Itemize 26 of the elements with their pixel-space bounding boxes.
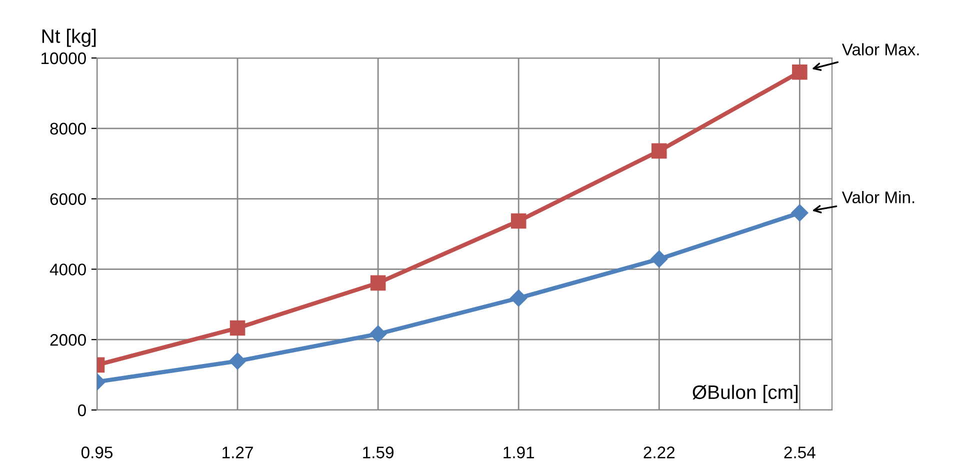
annotation: Valor Max. (842, 43, 919, 56)
y-tick-label: 10000 (42, 52, 86, 64)
point (370, 275, 386, 291)
point (510, 213, 526, 229)
y-tick-label: 2000 (50, 334, 86, 346)
y-tick-label: 8000 (50, 122, 86, 135)
x-tick-label: 1.27 (222, 446, 253, 458)
point (791, 204, 808, 222)
y-axis-title: Nt [kg] (42, 28, 96, 47)
x-tick-label: 1.59 (363, 446, 394, 458)
x-tick-label: 2.22 (644, 446, 675, 458)
x-axis-title: ØBulon [cm] (692, 384, 798, 403)
annotation: Valor Min. (842, 191, 914, 204)
y-tick-label: 4000 (50, 264, 86, 276)
point (510, 290, 528, 307)
point (370, 325, 387, 343)
point (652, 143, 667, 159)
x-tick-label: 2.54 (784, 446, 816, 458)
point (792, 64, 808, 80)
point (228, 352, 246, 370)
point (650, 250, 668, 268)
x-tick-label: 0.95 (81, 446, 113, 458)
point (230, 320, 246, 336)
x-tick-label: 1.91 (504, 446, 534, 458)
y-tick-label: 0 (78, 404, 86, 416)
y-tick-label: 6000 (50, 193, 86, 206)
